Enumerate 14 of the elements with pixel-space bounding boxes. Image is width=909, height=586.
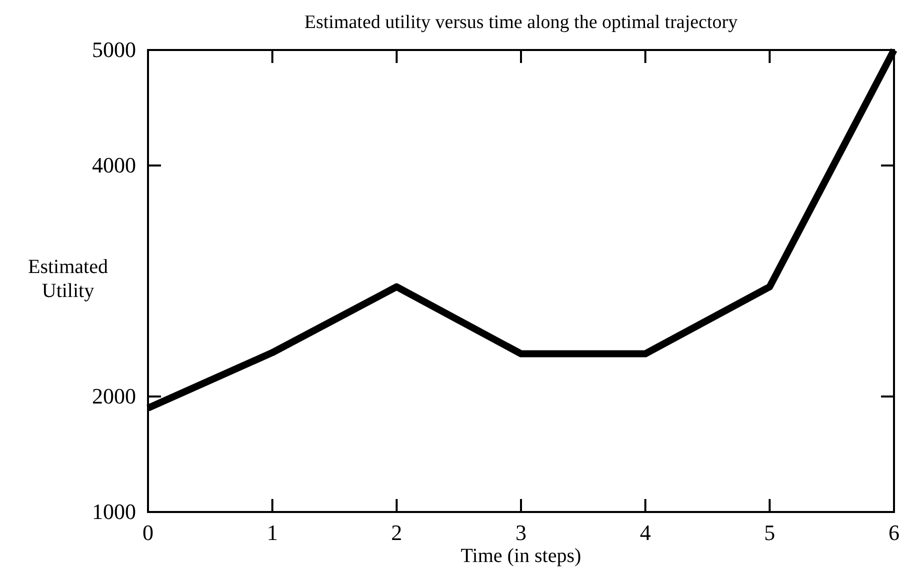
x-tick-label: 2 (391, 520, 402, 545)
x-tick-label: 4 (640, 520, 651, 545)
y-axis-title: Estimated Utility (28, 256, 108, 302)
x-axis-title: Time (in steps) (460, 545, 582, 567)
x-tick-label: 6 (888, 520, 900, 545)
x-tick-label: 0 (142, 520, 154, 545)
chart-title: Estimated utility versus time along the optimal trajectory (304, 12, 738, 33)
x-tick-label: 1 (266, 520, 278, 545)
y-tick-label: 1000 (92, 499, 136, 524)
y-tick-label: 2000 (92, 384, 136, 408)
y-tick-label: 4000 (92, 152, 136, 178)
x-tick-label: 5 (764, 520, 776, 545)
y-tick-label: 5000 (92, 37, 136, 62)
x-tick-label: 3 (516, 520, 526, 545)
